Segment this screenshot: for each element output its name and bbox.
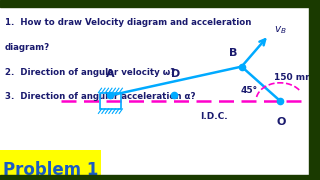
Text: A: A	[106, 69, 115, 79]
Text: 45°: 45°	[241, 86, 258, 95]
Bar	[0, 175, 320, 180]
Text: 3.  Direction of angular acceleration α?: 3. Direction of angular acceleration α?	[5, 92, 195, 101]
Bar	[100, 93, 121, 109]
Bar	[309, 0, 320, 180]
Text: $v_B$: $v_B$	[274, 24, 286, 36]
Text: I.D.C.: I.D.C.	[201, 112, 228, 121]
Bar	[0, 0, 320, 7]
Bar	[0, 150, 101, 180]
Text: 2.  Direction of angular velocity ω?: 2. Direction of angular velocity ω?	[5, 68, 175, 77]
Text: Problem 1: Problem 1	[3, 161, 99, 179]
Text: diagram?: diagram?	[5, 43, 50, 52]
Text: 1.  How to draw Velocity diagram and acceleration: 1. How to draw Velocity diagram and acce…	[5, 18, 251, 27]
Text: D: D	[172, 69, 180, 79]
Text: B: B	[229, 48, 238, 58]
Text: O: O	[277, 117, 286, 127]
Text: 150 mm: 150 mm	[274, 73, 314, 82]
